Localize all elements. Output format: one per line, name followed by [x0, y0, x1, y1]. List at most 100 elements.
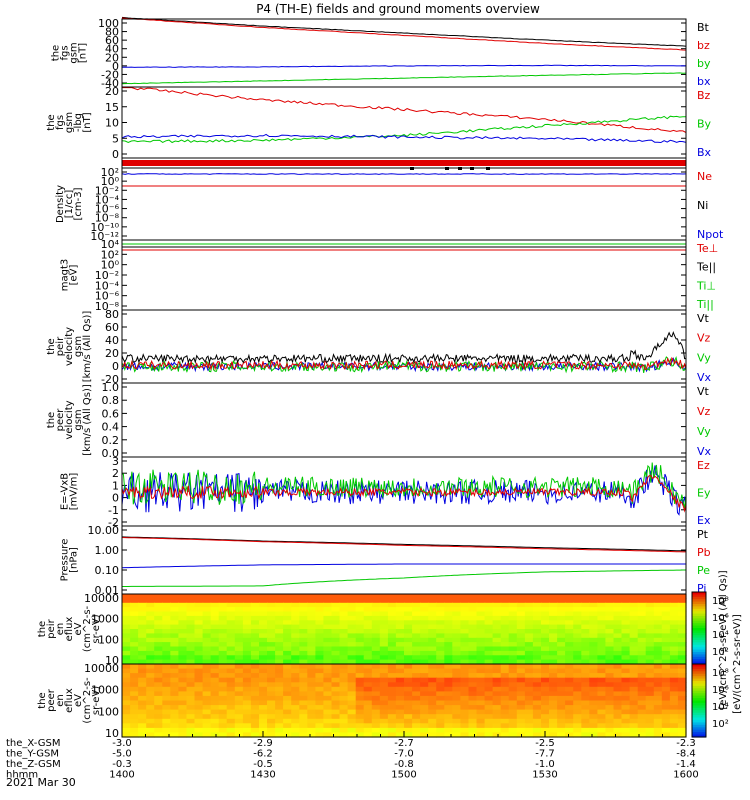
colorbar-frame	[691, 663, 707, 738]
heatmap-cell	[541, 620, 550, 626]
panel-ylabel: sr-eV)	[91, 614, 102, 643]
legend-Ex: Ex	[697, 514, 711, 527]
heatmap-cell	[621, 727, 631, 734]
heatmap-cell	[677, 602, 687, 608]
heatmap-cell	[387, 691, 397, 697]
heatmap-cell	[250, 594, 260, 599]
heatmap-cell	[581, 659, 590, 665]
heatmap-cell	[355, 714, 365, 720]
heatmap-cell	[275, 668, 284, 674]
heatmap-cell	[250, 732, 260, 738]
heatmap-cell	[597, 607, 607, 613]
heatmap-cell	[339, 709, 349, 715]
heatmap-cell	[500, 668, 510, 674]
heatmap-cell	[299, 673, 308, 679]
heatmap-cell	[154, 668, 163, 674]
heatmap-cell	[677, 629, 687, 634]
heatmap-cell	[218, 705, 228, 711]
heatmap-cell	[363, 602, 373, 608]
series-Bt	[121, 16, 687, 47]
heatmap-cell	[500, 611, 510, 617]
heatmap-cell	[484, 732, 494, 738]
heatmap-cell	[532, 673, 542, 679]
heatmap-cell	[452, 642, 461, 648]
heatmap-cell	[267, 650, 276, 656]
heatmap-cell	[637, 709, 647, 715]
heatmap-cell	[605, 705, 615, 711]
colorbar-cell	[692, 654, 706, 658]
heatmap-cell	[242, 668, 252, 674]
heatmap-cell	[653, 727, 663, 734]
heatmap-cell	[476, 629, 486, 634]
heatmap-cell	[138, 655, 147, 661]
heatmap-cell	[404, 686, 413, 692]
heatmap-cell	[259, 607, 268, 613]
heatmap-cell	[259, 682, 268, 688]
heatmap-cell	[444, 615, 453, 621]
heatmap-cell	[468, 642, 478, 648]
heatmap-cell	[363, 714, 373, 720]
colorbar-cell	[692, 693, 706, 697]
y-tick-label: 10²	[101, 166, 119, 179]
heatmap-cell	[589, 594, 598, 599]
heatmap-cell	[307, 709, 316, 715]
heatmap-cell	[565, 598, 574, 604]
heatmap-cell	[573, 624, 582, 630]
heatmap-cell	[267, 673, 276, 679]
colorbar-tick: 10⁴	[712, 702, 729, 713]
heatmap-cell	[573, 650, 582, 656]
heatmap-cell	[194, 607, 204, 613]
heatmap-cell	[291, 727, 300, 734]
heatmap-cell	[677, 691, 687, 697]
heatmap-cell	[186, 615, 196, 621]
x-row-value: 1530	[532, 770, 557, 781]
heatmap-cell	[524, 602, 534, 608]
heatmap-cell	[484, 607, 494, 613]
heatmap-cell	[387, 602, 397, 608]
heatmap-cell	[122, 659, 131, 665]
heatmap-cell	[315, 677, 325, 683]
heatmap-cell	[347, 677, 357, 683]
heatmap-cell	[146, 659, 155, 665]
heatmap-cell	[605, 686, 615, 692]
heatmap-cell	[170, 620, 179, 626]
heatmap-cell	[492, 637, 502, 643]
colorbar-cell	[692, 596, 706, 600]
heatmap-cell	[452, 650, 461, 656]
heatmap-cell	[130, 682, 139, 688]
heatmap-cell	[444, 686, 453, 692]
heatmap-cell	[202, 727, 212, 734]
heatmap-cell	[524, 723, 534, 729]
heatmap-cell	[371, 695, 381, 702]
heatmap-cell	[218, 646, 228, 652]
heatmap-cell	[162, 624, 171, 630]
y-tick-label: 0	[112, 360, 119, 373]
heatmap-cell	[250, 637, 260, 643]
heatmap-cell	[629, 668, 639, 674]
heatmap-cell	[347, 664, 357, 670]
heatmap-cell	[444, 655, 453, 661]
heatmap-cell	[275, 598, 284, 604]
heatmap-cell	[355, 637, 365, 643]
heatmap-cell	[387, 624, 397, 630]
heatmap-cell	[299, 637, 308, 643]
heatmap-cell	[259, 709, 268, 715]
heatmap-cell	[226, 705, 236, 711]
heatmap-cell	[581, 686, 590, 692]
heatmap-cell	[500, 718, 510, 724]
heatmap-cell	[573, 700, 582, 706]
heatmap-cell	[250, 673, 260, 679]
heatmap-cell	[541, 691, 550, 697]
heatmap-cell	[452, 682, 461, 688]
heatmap-cell	[516, 646, 526, 652]
heatmap-cell	[315, 718, 325, 724]
heatmap-cell	[347, 709, 357, 715]
heatmap-cell	[581, 633, 590, 639]
heatmap-cell	[259, 642, 268, 648]
heatmap-cell	[162, 677, 171, 683]
heatmap-cell	[186, 714, 196, 720]
heatmap-cell	[307, 664, 316, 670]
heatmap-cell	[637, 659, 647, 665]
heatmap-cell	[621, 723, 631, 729]
